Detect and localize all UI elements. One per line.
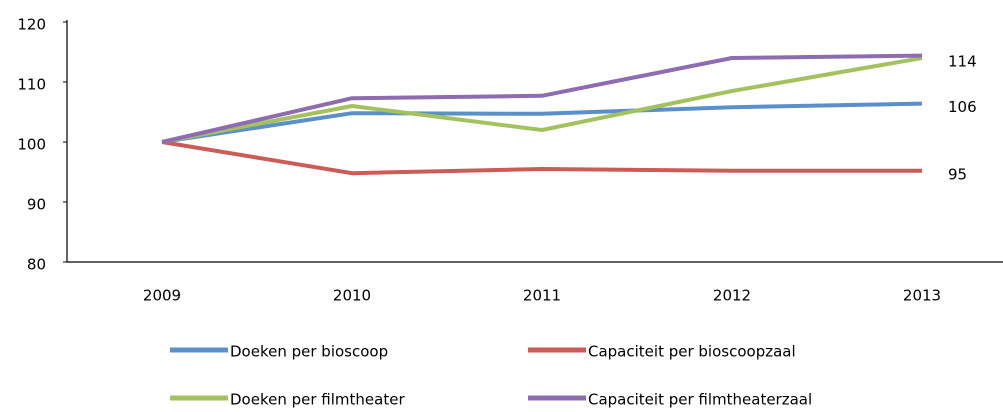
series-line [161,56,923,144]
value-label: 95 [948,165,967,183]
series-line [161,53,923,144]
y-tick-label: 110 [17,76,46,94]
legend-label: Capaciteit per bioscoopzaal [588,343,796,361]
y-tick-label: 80 [27,256,46,274]
y-tick-label: 90 [27,196,46,214]
series-line [161,140,922,176]
legend-label: Doeken per filmtheater [230,391,405,409]
x-tick-label: 2011 [523,287,561,305]
legend-label: Doeken per bioscoop [230,343,388,361]
x-tick-label: 2010 [333,287,371,305]
x-tick-label: 2009 [143,287,181,305]
x-tick-label: 2012 [713,287,751,305]
series-line [161,101,923,144]
value-label: 106 [948,98,977,116]
x-tick-label: 2013 [903,287,941,305]
legend-label: Capaciteit per filmtheaterzaal [588,391,812,409]
y-tick-label: 120 [17,16,46,34]
y-tick-label: 100 [17,136,46,154]
value-label: 114 [948,53,977,71]
